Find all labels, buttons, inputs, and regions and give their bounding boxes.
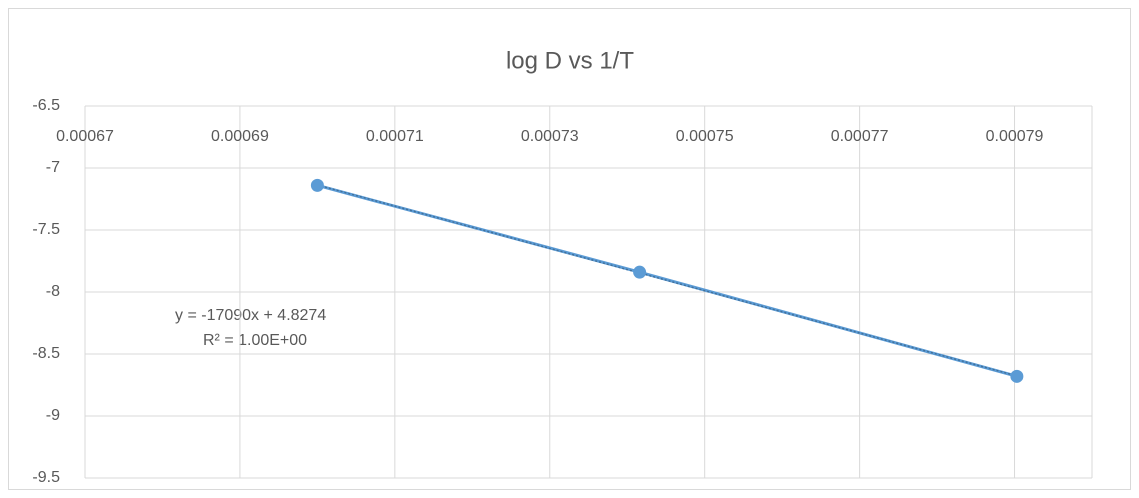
y-tick-label: -7.5 bbox=[32, 221, 60, 238]
x-tick-label: 0.00079 bbox=[986, 128, 1044, 145]
trendline bbox=[317, 184, 1018, 377]
trendline-equation: y = -17090x + 4.8274 bbox=[175, 307, 326, 324]
chart-title: log D vs 1/T bbox=[506, 47, 634, 74]
chart-border bbox=[8, 8, 1131, 490]
x-tick-label: 0.00071 bbox=[366, 128, 424, 145]
x-tick-label: 0.00067 bbox=[56, 128, 114, 145]
point bbox=[633, 265, 647, 279]
y-tick-label: -9 bbox=[46, 407, 60, 424]
y-tick-label: -7 bbox=[46, 159, 60, 176]
x-tick-label: 0.00073 bbox=[521, 128, 579, 145]
x-tick-label: 0.00077 bbox=[831, 128, 889, 145]
point bbox=[1010, 369, 1024, 383]
y-tick-label: -8 bbox=[46, 283, 60, 300]
r-squared: R² = 1.00E+00 bbox=[203, 332, 307, 349]
point bbox=[310, 178, 324, 192]
y-tick-label: -9.5 bbox=[32, 469, 60, 486]
y-tick-label: -6.5 bbox=[32, 97, 60, 114]
x-tick-label: 0.00069 bbox=[211, 128, 269, 145]
y-tick-label: -8.5 bbox=[32, 345, 60, 362]
x-tick-label: 0.00075 bbox=[676, 128, 734, 145]
